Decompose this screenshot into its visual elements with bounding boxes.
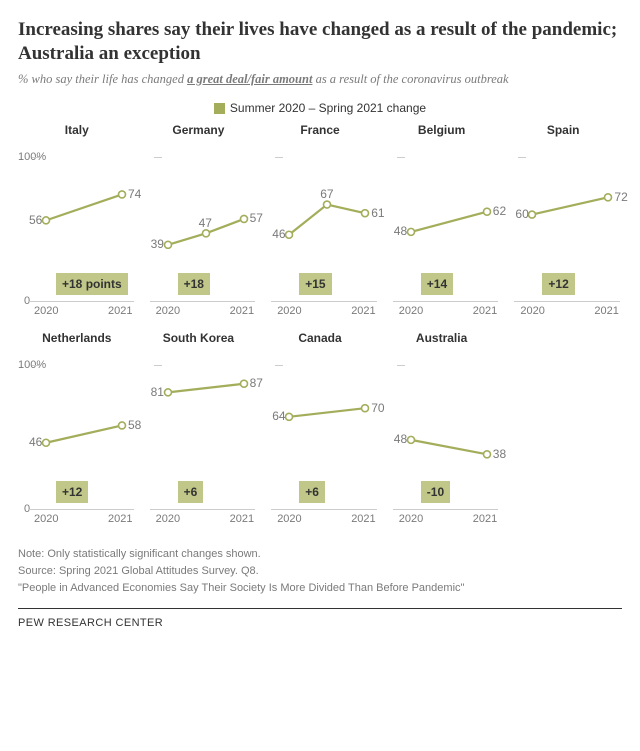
- legend: Summer 2020 – Spring 2021 change: [18, 101, 622, 115]
- change-badge: +6: [299, 481, 325, 503]
- panel-country: Belgium: [383, 123, 501, 139]
- data-marker: [119, 190, 126, 197]
- data-value-label: 47: [199, 216, 212, 230]
- report-title: "People in Advanced Economies Say Their …: [18, 582, 622, 594]
- panel-country: France: [261, 123, 379, 139]
- data-marker: [164, 241, 171, 248]
- data-line: [289, 204, 365, 234]
- data-value-label: 38: [493, 447, 506, 461]
- data-value-label: 46: [272, 227, 285, 241]
- panel-plot: 202020216470+6: [261, 349, 379, 529]
- source-text: Source: Spring 2021 Global Attitudes Sur…: [18, 564, 622, 579]
- panel-country: Canada: [261, 331, 379, 347]
- data-marker: [286, 231, 293, 238]
- chart-panel: France20202021466761+15: [261, 123, 379, 321]
- chart-panel: Canada 202020216470+6: [261, 331, 379, 529]
- data-line: [168, 383, 244, 392]
- data-line: [46, 194, 122, 220]
- panel-country: South Korea: [140, 331, 258, 347]
- data-marker: [286, 413, 293, 420]
- data-value-label: 39: [151, 237, 164, 251]
- change-badge: +12: [56, 481, 88, 503]
- chart-panel: Spain 202020216072+12: [504, 123, 622, 321]
- data-marker: [164, 388, 171, 395]
- change-badge: +14: [421, 273, 453, 295]
- data-marker: [529, 211, 536, 218]
- panel-plot: 20202021394757+18: [140, 141, 258, 321]
- chart-title: Increasing shares say their lives have c…: [18, 18, 622, 66]
- data-value-label: 56: [29, 213, 42, 227]
- data-marker: [362, 404, 369, 411]
- panel-country: Spain: [504, 123, 622, 139]
- panel-country: Germany: [140, 123, 258, 139]
- panel-plot: 202020216072+12: [504, 141, 622, 321]
- data-marker: [605, 193, 612, 200]
- data-value-label: 72: [614, 190, 627, 204]
- subtitle-suffix: as a result of the coronavirus outbreak: [312, 72, 508, 86]
- note-text: Note: Only statistically significant cha…: [18, 547, 622, 562]
- chart-panel: Australia 202020214838-10: [383, 331, 501, 529]
- chart-panel: Belgium 202020214862+14: [383, 123, 501, 321]
- change-badge: +6: [178, 481, 204, 503]
- change-badge: +18 points: [56, 273, 128, 295]
- change-badge: +12: [542, 273, 574, 295]
- panel-plot: 202020214862+14: [383, 141, 501, 321]
- legend-label: Summer 2020 – Spring 2021 change: [230, 101, 426, 115]
- data-value-label: 81: [151, 385, 164, 399]
- panel-row-2: Netherlands 100%0202020214658+12South Kor…: [18, 331, 622, 529]
- data-value-label: 60: [515, 207, 528, 221]
- chart-panel: Germany20202021394757+18: [140, 123, 258, 321]
- panel-plot: 100%0202020215674+18 points: [18, 141, 136, 321]
- data-line: [46, 425, 122, 442]
- change-badge: +18: [178, 273, 210, 295]
- data-marker: [483, 208, 490, 215]
- data-line: [411, 439, 487, 453]
- data-value-label: 67: [320, 187, 333, 201]
- data-value-label: 64: [272, 409, 285, 423]
- panel-plot: 202020214838-10: [383, 349, 501, 529]
- data-marker: [202, 229, 209, 236]
- chart-panel: Italy 100%0202020215674+18 points: [18, 123, 136, 321]
- data-marker: [240, 380, 247, 387]
- data-marker: [119, 421, 126, 428]
- subtitle-emphasis: a great deal/fair amount: [187, 72, 312, 86]
- data-marker: [240, 215, 247, 222]
- data-marker: [43, 439, 50, 446]
- data-marker: [407, 436, 414, 443]
- panel-country: Netherlands: [18, 331, 136, 347]
- panel-country: Italy: [18, 123, 136, 139]
- panel-plot: 100%0202020214658+12: [18, 349, 136, 529]
- data-line: [532, 197, 608, 214]
- chart-panel: Netherlands 100%0202020214658+12: [18, 331, 136, 529]
- change-badge: +15: [299, 273, 331, 295]
- data-marker: [407, 228, 414, 235]
- data-value-label: 48: [394, 432, 407, 446]
- data-marker: [483, 450, 490, 457]
- panel-row-1: Italy 100%0202020215674+18 pointsGermany 2…: [18, 123, 622, 321]
- data-marker: [362, 209, 369, 216]
- legend-swatch: [214, 103, 225, 114]
- data-marker: [324, 201, 331, 208]
- data-marker: [43, 216, 50, 223]
- data-value-label: 46: [29, 435, 42, 449]
- footer: PEW RESEARCH CENTER: [18, 608, 622, 629]
- change-badge: -10: [421, 481, 450, 503]
- panel-plot: 20202021466761+15: [261, 141, 379, 321]
- chart-panel: South Korea 202020218187+6: [140, 331, 258, 529]
- panel-plot: 202020218187+6: [140, 349, 258, 529]
- subtitle-prefix: % who say their life has changed: [18, 72, 187, 86]
- data-value-label: 48: [394, 224, 407, 238]
- chart-subtitle: % who say their life has changed a great…: [18, 72, 622, 87]
- data-line: [289, 408, 365, 417]
- panel-country: Australia: [383, 331, 501, 347]
- data-line: [411, 211, 487, 231]
